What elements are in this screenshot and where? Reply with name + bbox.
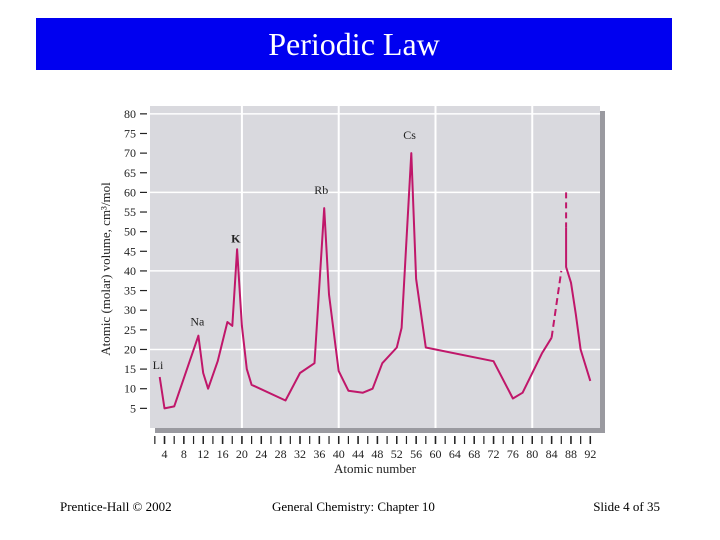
x-tick-label: 56	[410, 447, 422, 461]
x-tick-label: 76	[507, 447, 519, 461]
y-tick-label: 25	[124, 323, 136, 337]
y-tick-label: 5	[130, 401, 136, 415]
x-tick-label: 88	[565, 447, 577, 461]
element-label-li: Li	[153, 358, 164, 372]
x-tick-label: 48	[371, 447, 383, 461]
y-tick-label: 30	[124, 303, 136, 317]
series-line-tail	[565, 227, 592, 382]
x-tick-label: 36	[313, 447, 325, 461]
x-tick-label: 28	[275, 447, 287, 461]
plot-area	[150, 106, 600, 428]
slide-title: Periodic Law	[268, 25, 440, 62]
y-tick-label: 10	[124, 382, 136, 396]
x-tick-label: 92	[584, 447, 596, 461]
y-tick-label: 35	[124, 284, 136, 298]
y-tick-label: 45	[124, 244, 136, 258]
y-tick-label: 80	[124, 107, 136, 121]
y-tick-label: 15	[124, 362, 136, 376]
x-tick-label: 20	[236, 447, 248, 461]
footer-chapter: General Chemistry: Chapter 10	[272, 499, 435, 514]
element-label-na: Na	[190, 315, 205, 329]
y-tick-label: 70	[124, 146, 136, 160]
x-tick-label: 8	[181, 447, 187, 461]
y-tick-label: 55	[124, 205, 136, 219]
footer-publisher: Prentice-Hall © 2002	[60, 499, 172, 514]
x-tick-label: 52	[391, 447, 403, 461]
y-tick-label: 40	[124, 264, 136, 278]
x-tick-label: 40	[333, 447, 345, 461]
x-tick-label: 64	[449, 447, 461, 461]
element-label-rb: Rb	[314, 183, 328, 197]
y-tick-label: 50	[124, 225, 136, 239]
x-tick-label: 24	[255, 447, 267, 461]
x-tick-label: 44	[352, 447, 364, 461]
y-tick-label: 60	[124, 185, 136, 199]
x-tick-label: 16	[217, 447, 229, 461]
x-tick-label: 68	[468, 447, 480, 461]
y-tick-label: 75	[124, 126, 136, 140]
x-tick-label: 84	[546, 447, 558, 461]
element-label-k: K	[231, 231, 241, 245]
footer-slide-number: Slide 4 of 35	[593, 499, 660, 514]
x-tick-label: 72	[488, 447, 500, 461]
element-label-cs: Cs	[403, 128, 416, 142]
x-tick-label: 80	[526, 447, 538, 461]
title-bar: Periodic Law	[36, 18, 672, 70]
x-tick-label: 4	[162, 447, 168, 461]
series-line-dashed	[550, 270, 563, 338]
y-axis-label: Atomic (molar) volume, cm³/mol	[98, 182, 113, 356]
x-tick-label: 60	[429, 447, 441, 461]
x-tick-label: 12	[197, 447, 209, 461]
x-tick-label: 32	[294, 447, 306, 461]
series-line	[158, 152, 553, 410]
x-axis-label: Atomic number	[334, 461, 417, 476]
y-tick-label: 20	[124, 342, 136, 356]
y-tick-label: 65	[124, 166, 136, 180]
